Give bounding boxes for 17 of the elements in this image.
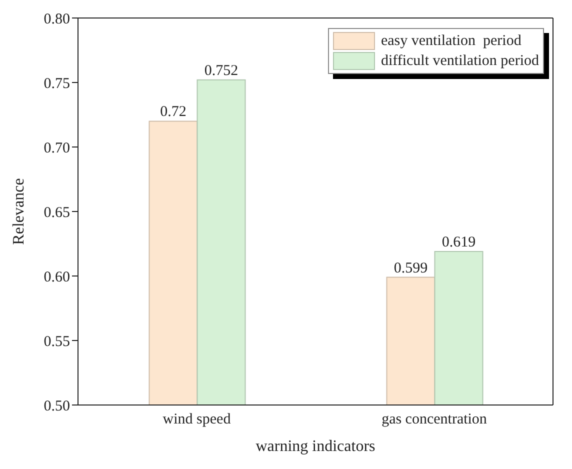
y-tick-label: 0.60: [44, 269, 70, 286]
y-tick-label: 0.75: [44, 76, 70, 92]
legend-label: difficult ventilation period: [380, 52, 539, 70]
data-label: 0.72: [160, 104, 186, 120]
x-tick-label: wind speed: [162, 412, 232, 428]
y-tick-label: 0.65: [44, 204, 70, 221]
y-axis-title: Relevance: [10, 178, 28, 245]
data-label: 0.599: [394, 260, 428, 276]
y-tick-label: 0.50: [44, 398, 70, 414]
y-tick-label: 0.70: [44, 140, 70, 156]
y-tick-label: 0.55: [44, 334, 70, 350]
data-label: 0.752: [204, 62, 238, 79]
legend-label: easy ventilation period: [380, 32, 522, 50]
x-tick-label: gas concentration: [382, 412, 488, 428]
y-tick-label: 0.80: [44, 11, 70, 28]
x-axis-title: warning indicators: [256, 438, 376, 455]
data-label: 0.619: [442, 234, 476, 250]
